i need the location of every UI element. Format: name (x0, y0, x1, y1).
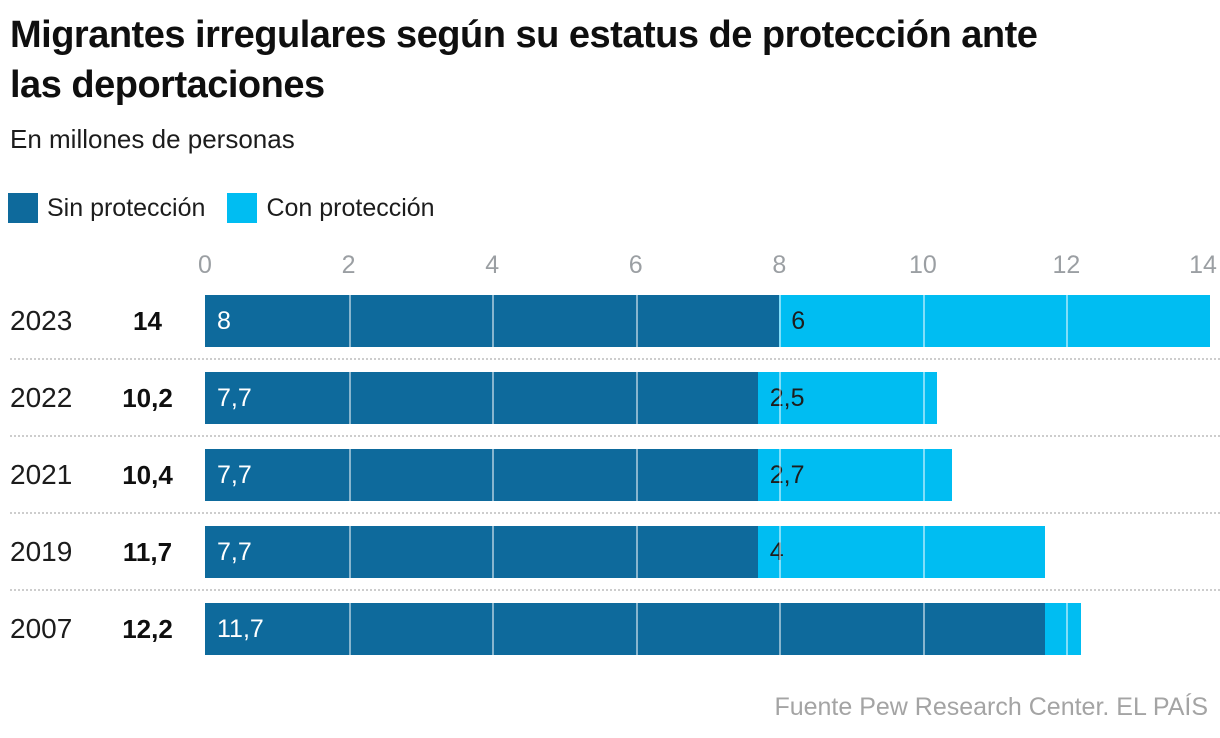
chart-title-line2: las deportaciones (10, 64, 325, 106)
chart-row: 2023 14 8 6 (0, 295, 1220, 347)
bar-segment-value-label: 7,7 (217, 383, 252, 412)
bar-segment-con-protecci-n: 4 (757, 526, 1045, 578)
bar-segment-value-label: 6 (791, 306, 806, 335)
gridline (492, 372, 495, 424)
axis-tick-label: 14 (1189, 251, 1217, 279)
gridline (1066, 526, 1069, 578)
axis-tick-label: 8 (772, 251, 787, 279)
legend-label: Con protección (266, 193, 435, 222)
row-separator (10, 512, 1220, 514)
row-total-label: 12,2 (122, 613, 173, 644)
gridline (922, 526, 925, 578)
x-axis: 0 2 4 6 8 10 12 14 (0, 251, 1220, 283)
gridline (779, 449, 782, 501)
bar-segment-sin-protecci-n: 7,7 (205, 526, 758, 578)
gridline (1066, 295, 1069, 347)
bar-segment-sin-protecci-n: 7,7 (205, 449, 758, 501)
axis-tick-label: 12 (1052, 251, 1081, 279)
bar-segment-value-label: 11,7 (217, 614, 264, 643)
gridline (348, 449, 351, 501)
gridline (492, 603, 495, 655)
bar-segment-value-label: 2,7 (769, 460, 805, 489)
chart-title: Migrantes irregulares según su estatus d… (10, 10, 1210, 110)
legend-swatch (227, 193, 258, 223)
axis-tick-label: 4 (485, 251, 500, 279)
row-total-label: 10,2 (122, 382, 173, 413)
row-separator (10, 435, 1220, 437)
gridline (492, 449, 495, 501)
bar-segment-sin-protecci-n: 7,7 (205, 372, 758, 424)
gridline (635, 372, 638, 424)
chart-title-line1: Migrantes irregulares según su estatus d… (10, 14, 1038, 56)
row-separator (10, 358, 1220, 360)
legend: Sin protección Con protección (8, 193, 1212, 223)
chart-row: 2021 10,4 7,7 2,7 (0, 449, 1220, 501)
gridline (922, 295, 925, 347)
row-year-label: 2023 (10, 305, 73, 336)
axis-tick-label: 0 (198, 251, 212, 279)
row-plot-area: 11,7 (205, 603, 1210, 655)
legend-label: Sin protección (47, 193, 206, 222)
gridline (348, 372, 351, 424)
gridline (922, 603, 925, 655)
chart-subtitle: En millones de personas (10, 124, 295, 154)
gridline (635, 526, 638, 578)
gridline (779, 526, 782, 578)
gridline (635, 295, 638, 347)
gridline (635, 449, 638, 501)
gridline (1066, 449, 1069, 501)
row-separator (10, 589, 1220, 591)
legend-swatch (8, 193, 38, 223)
gridline (492, 295, 495, 347)
row-year-label: 2022 (10, 382, 73, 413)
axis-tick-label: 10 (908, 251, 937, 279)
row-year-label: 2021 (10, 459, 73, 490)
row-total-label: 11,7 (122, 536, 173, 567)
legend-item-con-proteccion: Con protección (227, 193, 435, 223)
chart-row: 2007 12,2 11,7 (0, 603, 1220, 655)
gridline (492, 526, 495, 578)
bar-segment-value-label: 8 (217, 306, 231, 335)
gridline (1066, 603, 1069, 655)
source-credit: Fuente Pew Research Center. EL PAÍS (774, 693, 1208, 721)
gridline (635, 603, 638, 655)
bar-segment-value-label: 7,7 (217, 460, 252, 489)
bar-segment-sin-protecci-n: 11,7 (205, 603, 1045, 655)
axis-tick-label: 6 (628, 251, 643, 279)
bar-segment-con-protecci-n: 2,5 (757, 372, 938, 424)
bar-segment-con-protecci-n: 6 (779, 295, 1210, 347)
axis-tick-label: 2 (341, 251, 356, 279)
gridline (348, 295, 351, 347)
row-total-label: 10,4 (122, 459, 173, 490)
row-plot-area: 7,7 4 (205, 526, 1210, 578)
row-plot-area: 7,7 2,5 (205, 372, 1210, 424)
gridline (348, 526, 351, 578)
row-total-label: 14 (133, 305, 162, 336)
gridline (779, 295, 782, 347)
chart-row: 2022 10,2 7,7 2,5 (0, 372, 1220, 424)
chart-row: 2019 11,7 7,7 4 (0, 526, 1220, 578)
gridline (348, 603, 351, 655)
bar-segment-value-label: 2,5 (769, 383, 805, 412)
legend-item-sin-proteccion: Sin protección (8, 193, 205, 223)
gridline (922, 372, 925, 424)
gridline (1066, 372, 1069, 424)
bar-segment-con-protecci-n (1044, 603, 1081, 655)
bar-segment-con-protecci-n: 2,7 (757, 449, 952, 501)
gridline (779, 372, 782, 424)
row-plot-area: 7,7 2,7 (205, 449, 1210, 501)
bar-segment-value-label: 7,7 (217, 537, 252, 566)
gridline (922, 449, 925, 501)
chart-rows: 2023 14 8 6 2022 10,2 7,7 2,5 2021 10,4 7,7 2,7 2019… (0, 295, 1220, 655)
row-year-label: 2007 (10, 613, 73, 644)
gridline (779, 603, 782, 655)
axis-ticks: 0 2 4 6 8 10 12 14 (198, 251, 1217, 283)
row-year-label: 2019 (10, 536, 73, 567)
